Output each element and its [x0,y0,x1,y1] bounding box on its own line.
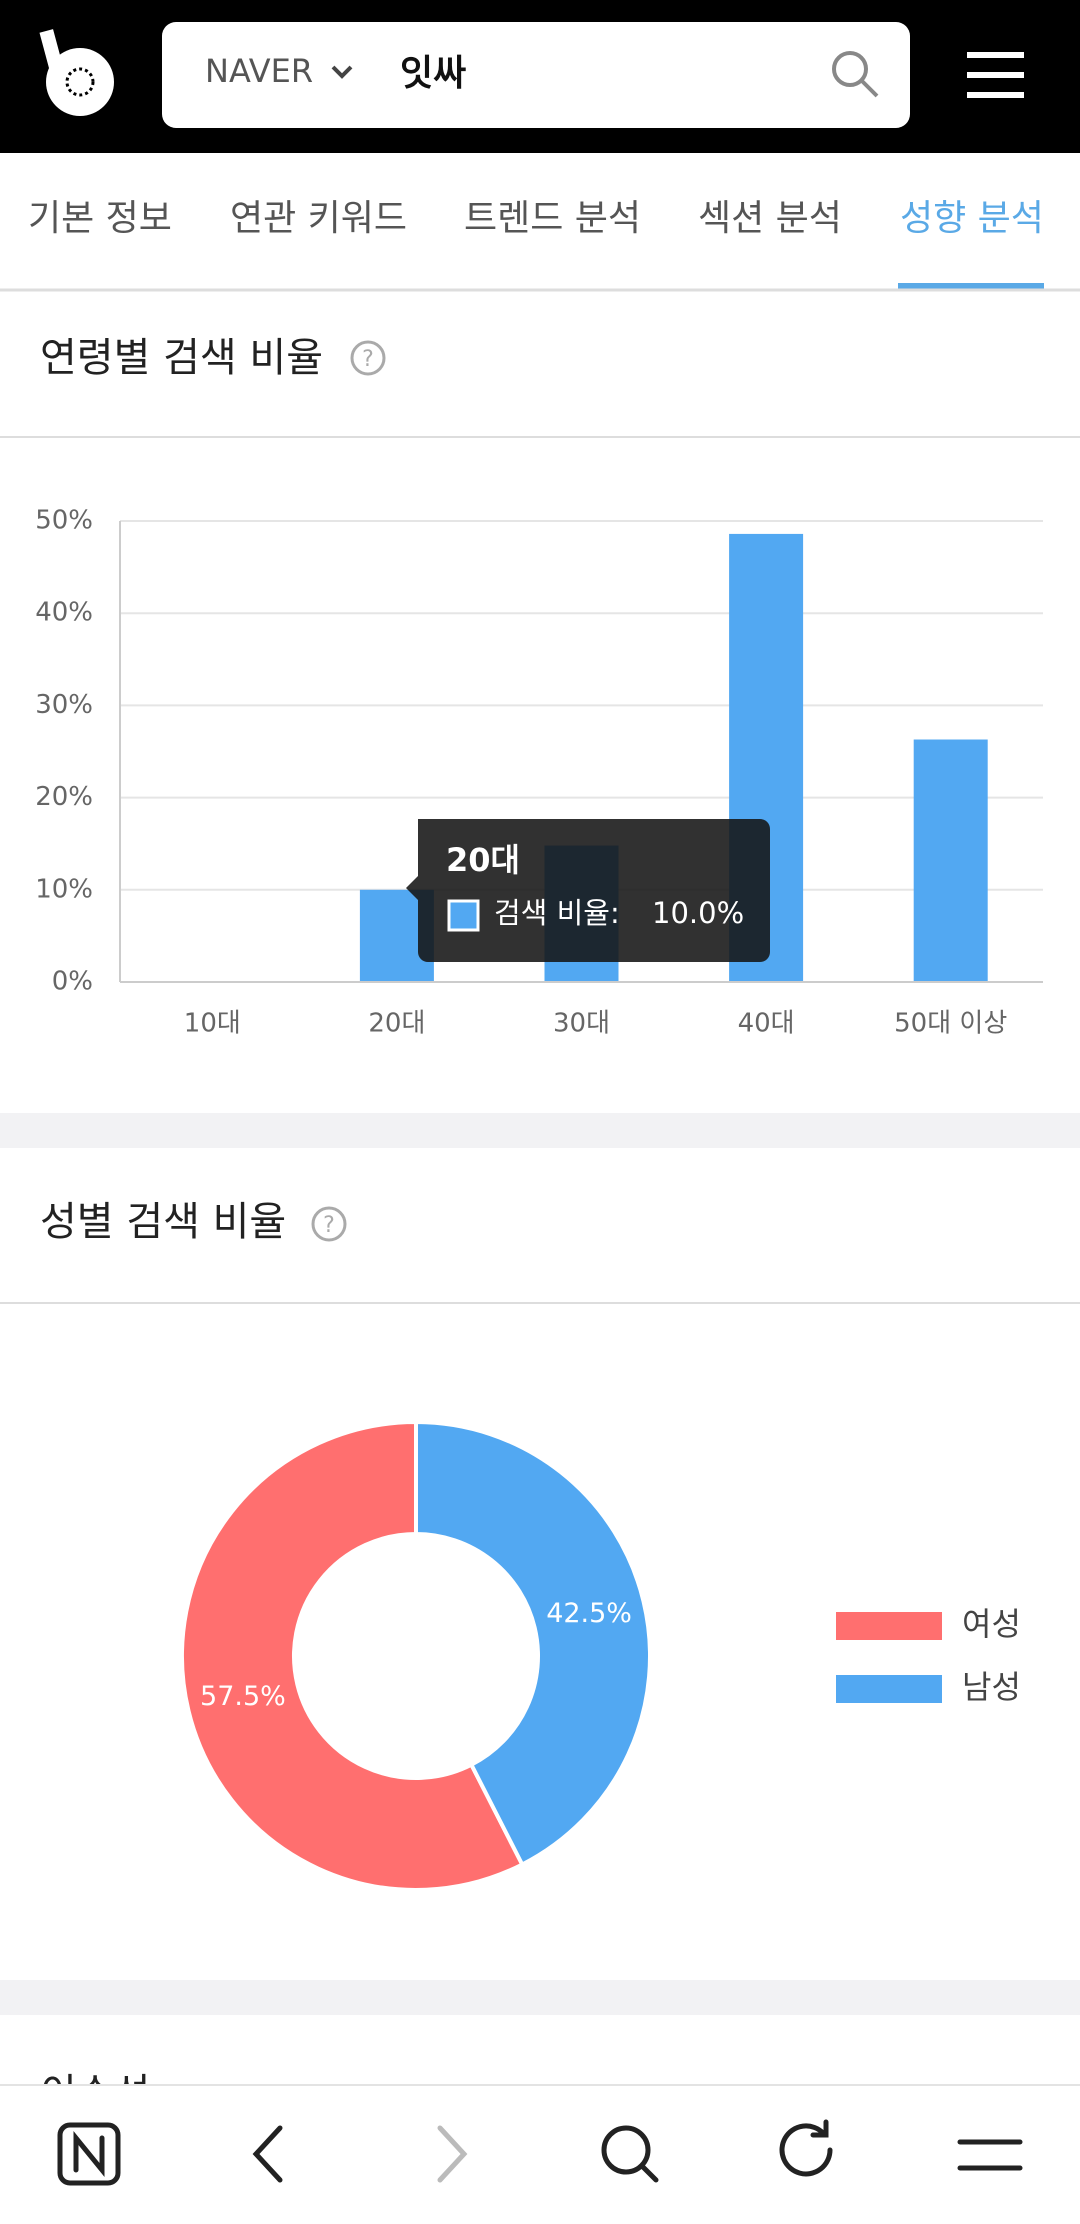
data-label: 57.5% [200,1681,286,1712]
x-tick-label: 50대 이상 [894,1009,1007,1039]
search-box[interactable] [162,22,910,128]
legend-swatch [836,1612,942,1640]
section-gap [0,1113,1080,1148]
legend-label: 남성 [962,1668,1021,1706]
home-button[interactable] [57,2122,121,2186]
y-tick-label: 0% [52,967,93,997]
tooltip-value: 10.0% [652,896,744,930]
tooltip-title: 20대 [446,841,520,879]
search-query[interactable]: 잇싸 [400,53,466,94]
x-tick-label: 30대 [553,1009,610,1039]
svg-text:?: ? [323,1213,335,1238]
pie-slice [180,1419,525,1892]
tooltip-box [406,819,770,962]
search-engine[interactable]: NAVER [205,52,313,90]
x-tick-label: 20대 [368,1009,425,1039]
y-tick-label: 40% [35,598,93,628]
menu-icon[interactable] [967,52,1024,98]
section-title: 연령별 검색 비율 [40,335,323,381]
help-icon[interactable]: ? [350,340,386,376]
active-tab-indicator [898,283,1044,290]
dropdown-chevron[interactable] [331,65,353,79]
tab[interactable]: 성향 분석 [900,198,1044,239]
search-icon[interactable] [832,51,879,98]
help-icon[interactable]: ? [311,1206,347,1242]
pie-slice [414,1419,652,1868]
tooltip-label: 검색 비율: [494,896,620,930]
tooltip-swatch [447,899,480,932]
bottom-nav [0,2085,1080,2224]
menu-button[interactable] [957,2139,1023,2171]
y-tick-label: 20% [35,782,93,812]
y-tick-label: 30% [35,690,93,720]
y-tick-label: 50% [35,506,93,536]
search-button[interactable] [601,2125,659,2183]
data-label: 42.5% [546,1598,632,1629]
legend-swatch [836,1675,942,1703]
section-title: 성별 검색 비율 [40,1199,286,1245]
section-gap [0,1980,1080,2015]
forward-button[interactable] [437,2125,468,2183]
tab-bar: 기본 정보 연관 키워드 트렌드 분석 섹션 분석 성향 분석 [28,198,1044,290]
x-tick-label: 40대 [738,1009,795,1039]
legend-label: 여성 [962,1605,1021,1643]
reload-button[interactable] [779,2119,833,2177]
tab[interactable]: 기본 정보 [28,198,172,239]
tab[interactable]: 트렌드 분석 [464,198,641,239]
tab[interactable]: 섹션 분석 [698,198,842,239]
y-tick-label: 10% [35,874,93,904]
svg-text:?: ? [362,347,374,372]
bar [913,739,988,982]
tab[interactable]: 연관 키워드 [230,198,407,239]
bar-chart: 0%10%20%30%40%50%10대 20대 30대 40대 50대 이상20대검색… [35,506,1043,1039]
logo[interactable] [39,29,114,116]
back-button[interactable] [252,2125,283,2183]
x-tick-label: 10대 [184,1009,241,1039]
